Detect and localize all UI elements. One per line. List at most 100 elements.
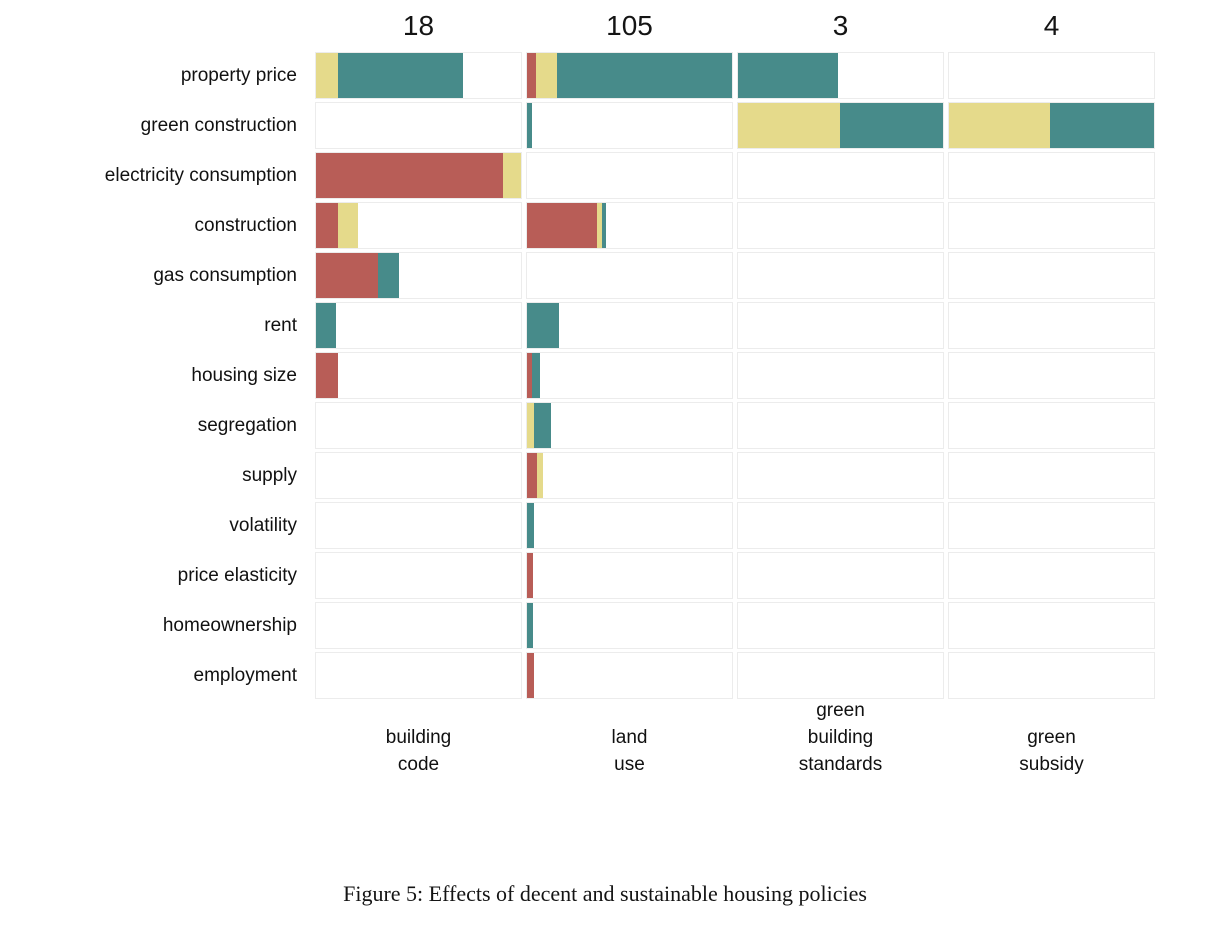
panel-cell xyxy=(948,52,1155,99)
panel-cell xyxy=(526,402,733,449)
chart-grid: property price green construction electric… xyxy=(0,52,1159,699)
chart-row: volatility xyxy=(0,502,1159,549)
chart-row: segregation xyxy=(0,402,1159,449)
chart-row: property price xyxy=(0,52,1159,99)
facet-label-building-code: building code xyxy=(315,702,522,780)
panel-cell xyxy=(948,502,1155,549)
panel-cell xyxy=(737,152,944,199)
panel-cell xyxy=(315,102,522,149)
row-label-rent: rent xyxy=(264,314,297,336)
bar-segment-yellow xyxy=(738,103,841,148)
panel-cell xyxy=(526,502,733,549)
row-label-property-price: property price xyxy=(180,64,297,86)
panel-cell xyxy=(526,452,733,499)
panel-cell xyxy=(526,602,733,649)
facet-label-spacer xyxy=(0,702,311,780)
bar-segment-red xyxy=(316,153,504,198)
facet-axis-label-line: use xyxy=(614,754,645,775)
bar-segment-teal xyxy=(316,303,336,348)
header-spacer xyxy=(0,0,311,52)
bar-segment-red xyxy=(316,203,338,248)
bar-segment-red xyxy=(527,653,534,698)
panel-cell xyxy=(737,52,944,99)
bar-segment-teal xyxy=(527,603,533,648)
panel-cell xyxy=(526,552,733,599)
panel-cell xyxy=(315,452,522,499)
panel-cell xyxy=(948,452,1155,499)
panel-cell xyxy=(315,152,522,199)
panel-cell xyxy=(315,652,522,699)
panel-cell xyxy=(315,602,522,649)
chart-row: construction xyxy=(0,202,1159,249)
row-label-green-construction: green construction xyxy=(140,114,297,136)
panel-cell xyxy=(315,352,522,399)
row-label-price-elasticity: price elasticity xyxy=(177,564,297,586)
bar-segment-red xyxy=(527,353,532,398)
bar-segment-teal xyxy=(601,203,607,248)
bar-segment-teal xyxy=(531,353,541,398)
bar-segment-yellow xyxy=(596,203,602,248)
panel-cell xyxy=(948,152,1155,199)
row-label-segregation: segregation xyxy=(197,414,297,436)
bar-segment-red xyxy=(527,453,537,498)
facet-count-header: 18 105 3 4 xyxy=(0,0,1159,52)
facet-axis-labels: building code land use green building standa… xyxy=(0,700,1159,780)
row-label-employment: employment xyxy=(193,664,298,686)
bar-segment-teal xyxy=(1050,103,1154,148)
panel-cell xyxy=(948,652,1155,699)
chart-row: gas consumption xyxy=(0,252,1159,299)
facet-axis-label-line: standards xyxy=(798,754,883,775)
bar-segment-teal xyxy=(337,53,463,98)
chart-row: green construction xyxy=(0,102,1159,149)
panel-cell xyxy=(526,102,733,149)
row-label-construction: construction xyxy=(194,214,297,236)
facet-axis-label-line: green xyxy=(816,700,865,721)
bar-segment-teal xyxy=(738,53,839,98)
bar-segment-yellow xyxy=(535,53,557,98)
bar-segment-red xyxy=(527,553,533,598)
panel-cell xyxy=(737,402,944,449)
panel-cell xyxy=(315,402,522,449)
bar-segment-red xyxy=(316,253,379,298)
bar-segment-red xyxy=(527,53,536,98)
panel-cell xyxy=(737,202,944,249)
panel-cell xyxy=(737,352,944,399)
row-label-volatility: volatility xyxy=(229,514,297,536)
panel-cell xyxy=(737,502,944,549)
panel-cell xyxy=(315,502,522,549)
panel-cell xyxy=(737,302,944,349)
bar-segment-yellow xyxy=(337,203,359,248)
facet-axis-label-line: building xyxy=(807,727,874,748)
row-label-housing-size: housing size xyxy=(191,364,297,386)
panel-cell xyxy=(948,302,1155,349)
bar-segment-teal xyxy=(840,103,943,148)
facet-count-green-building-standards: 3 xyxy=(832,10,849,41)
row-label-electricity-consumption: electricity consumption xyxy=(104,164,297,186)
panel-cell xyxy=(737,652,944,699)
panel-cell xyxy=(948,402,1155,449)
facet-label-green-subsidy: green subsidy xyxy=(948,702,1155,780)
panel-cell xyxy=(526,352,733,399)
facet-axis-label-line: building xyxy=(385,727,452,748)
bar-segment-red xyxy=(527,203,597,248)
bar-segment-teal xyxy=(556,53,732,98)
facet-label-green-building-standards: green building standards xyxy=(737,700,944,780)
chart-row: housing size xyxy=(0,352,1159,399)
panel-cell xyxy=(315,52,522,99)
panel-cell xyxy=(526,202,733,249)
bar-segment-teal xyxy=(527,303,559,348)
chart-row: rent xyxy=(0,302,1159,349)
panel-cell xyxy=(526,302,733,349)
facet-count-building-code: 18 xyxy=(402,10,435,41)
bar-segment-teal xyxy=(378,253,400,298)
facet-count-land-use: 105 xyxy=(606,10,653,41)
panel-cell xyxy=(315,552,522,599)
facet-axis-label-line: land xyxy=(611,727,648,748)
panel-cell xyxy=(948,252,1155,299)
panel-cell xyxy=(315,252,522,299)
panel-cell xyxy=(737,552,944,599)
panel-cell xyxy=(948,102,1155,149)
row-label-gas-consumption: gas consumption xyxy=(153,264,297,286)
bar-segment-yellow xyxy=(949,103,1051,148)
bar-segment-red xyxy=(316,353,338,398)
